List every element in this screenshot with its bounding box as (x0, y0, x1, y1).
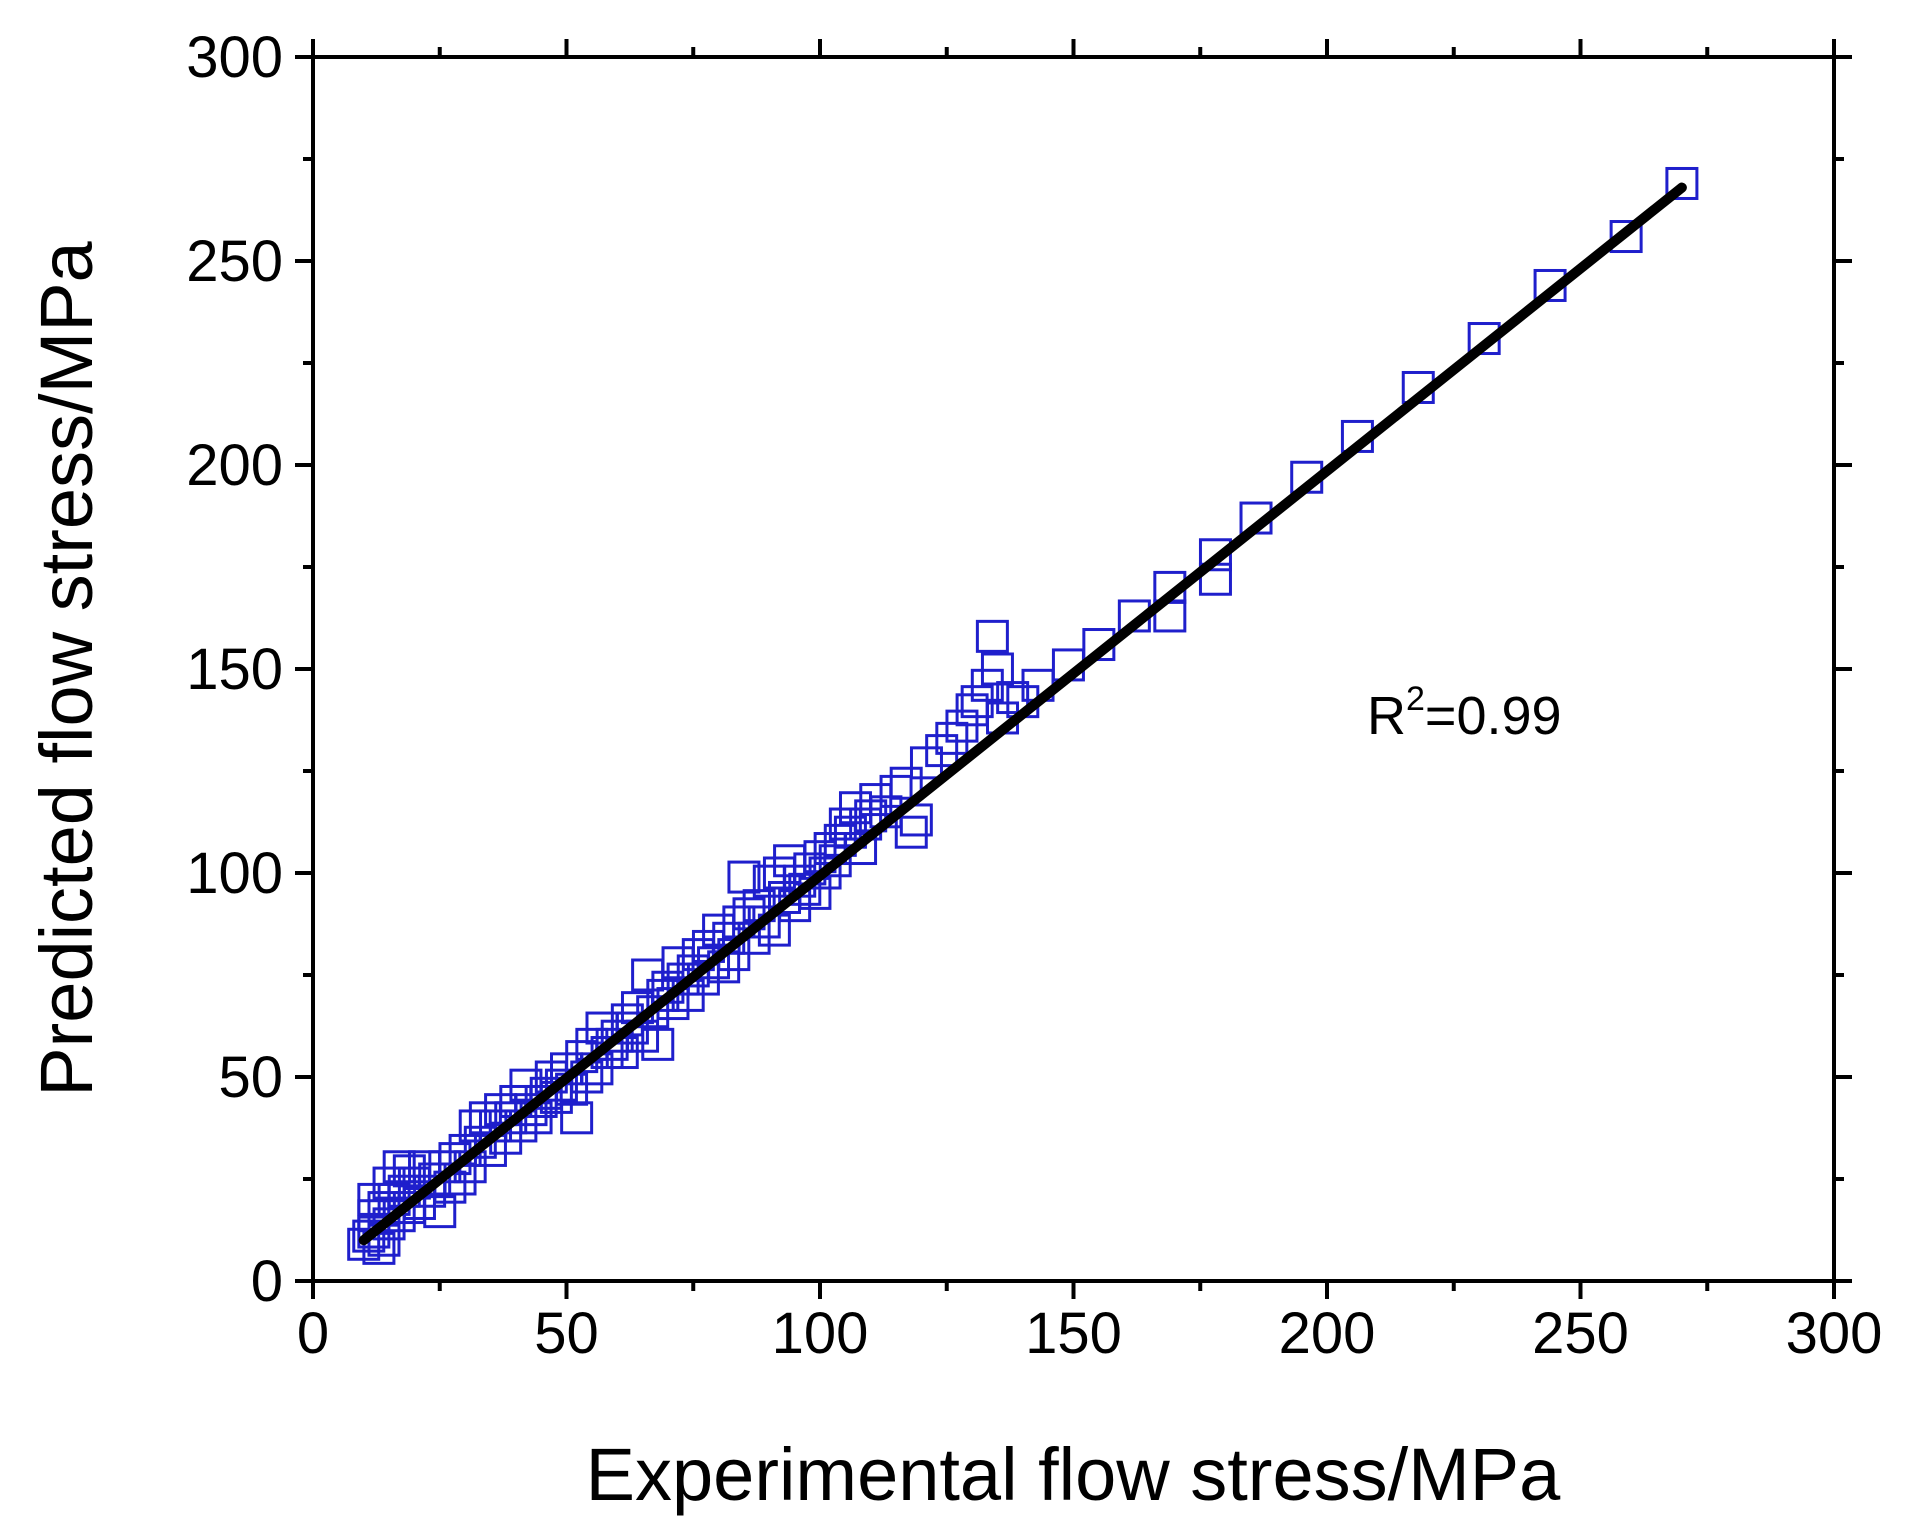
y-tick-label: 250 (186, 229, 283, 294)
data-point (423, 1195, 457, 1229)
y-axis: 0 50 100 150 200 250 300 (186, 25, 1852, 1314)
x-tick-label: 150 (1025, 1301, 1122, 1366)
x-tick-label: 0 (297, 1301, 329, 1366)
data-point (808, 856, 842, 890)
scatter-markers (347, 166, 1699, 1265)
data-point (641, 1027, 675, 1061)
y-tick-label: 50 (218, 1045, 283, 1110)
x-tick-label: 100 (772, 1301, 869, 1366)
x-tick-label: 200 (1279, 1301, 1376, 1366)
y-tick-label: 0 (251, 1249, 283, 1314)
data-point (925, 734, 959, 768)
x-axis: 0 50 100 150 200 250 300 (297, 39, 1883, 1366)
x-tick-label: 250 (1532, 1301, 1629, 1366)
data-point (894, 815, 928, 849)
data-point (889, 766, 923, 800)
y-tick-label: 100 (186, 841, 283, 906)
data-point (382, 1199, 416, 1233)
data-point (844, 832, 878, 866)
data-point (935, 721, 969, 755)
data-point (560, 1101, 594, 1135)
data-point (996, 681, 1030, 715)
fit-line (358, 182, 1687, 1246)
data-point (975, 619, 1009, 653)
data-point (1609, 220, 1643, 254)
data-point (1665, 166, 1699, 200)
y-tick-label: 300 (186, 25, 283, 90)
x-tick-label: 50 (534, 1301, 599, 1366)
y-tick-label: 150 (186, 637, 283, 702)
x-axis-title: Experimental flow stress/MPa (586, 1433, 1561, 1516)
r-squared-annotation: R2=0.99 (1367, 680, 1562, 746)
y-tick-label: 200 (186, 433, 283, 498)
y-axis-title: Predicted flow stress/MPa (25, 240, 108, 1096)
x-tick-label: 300 (1786, 1301, 1883, 1366)
data-point (1198, 538, 1232, 572)
data-point (773, 844, 807, 878)
data-point (879, 774, 913, 808)
